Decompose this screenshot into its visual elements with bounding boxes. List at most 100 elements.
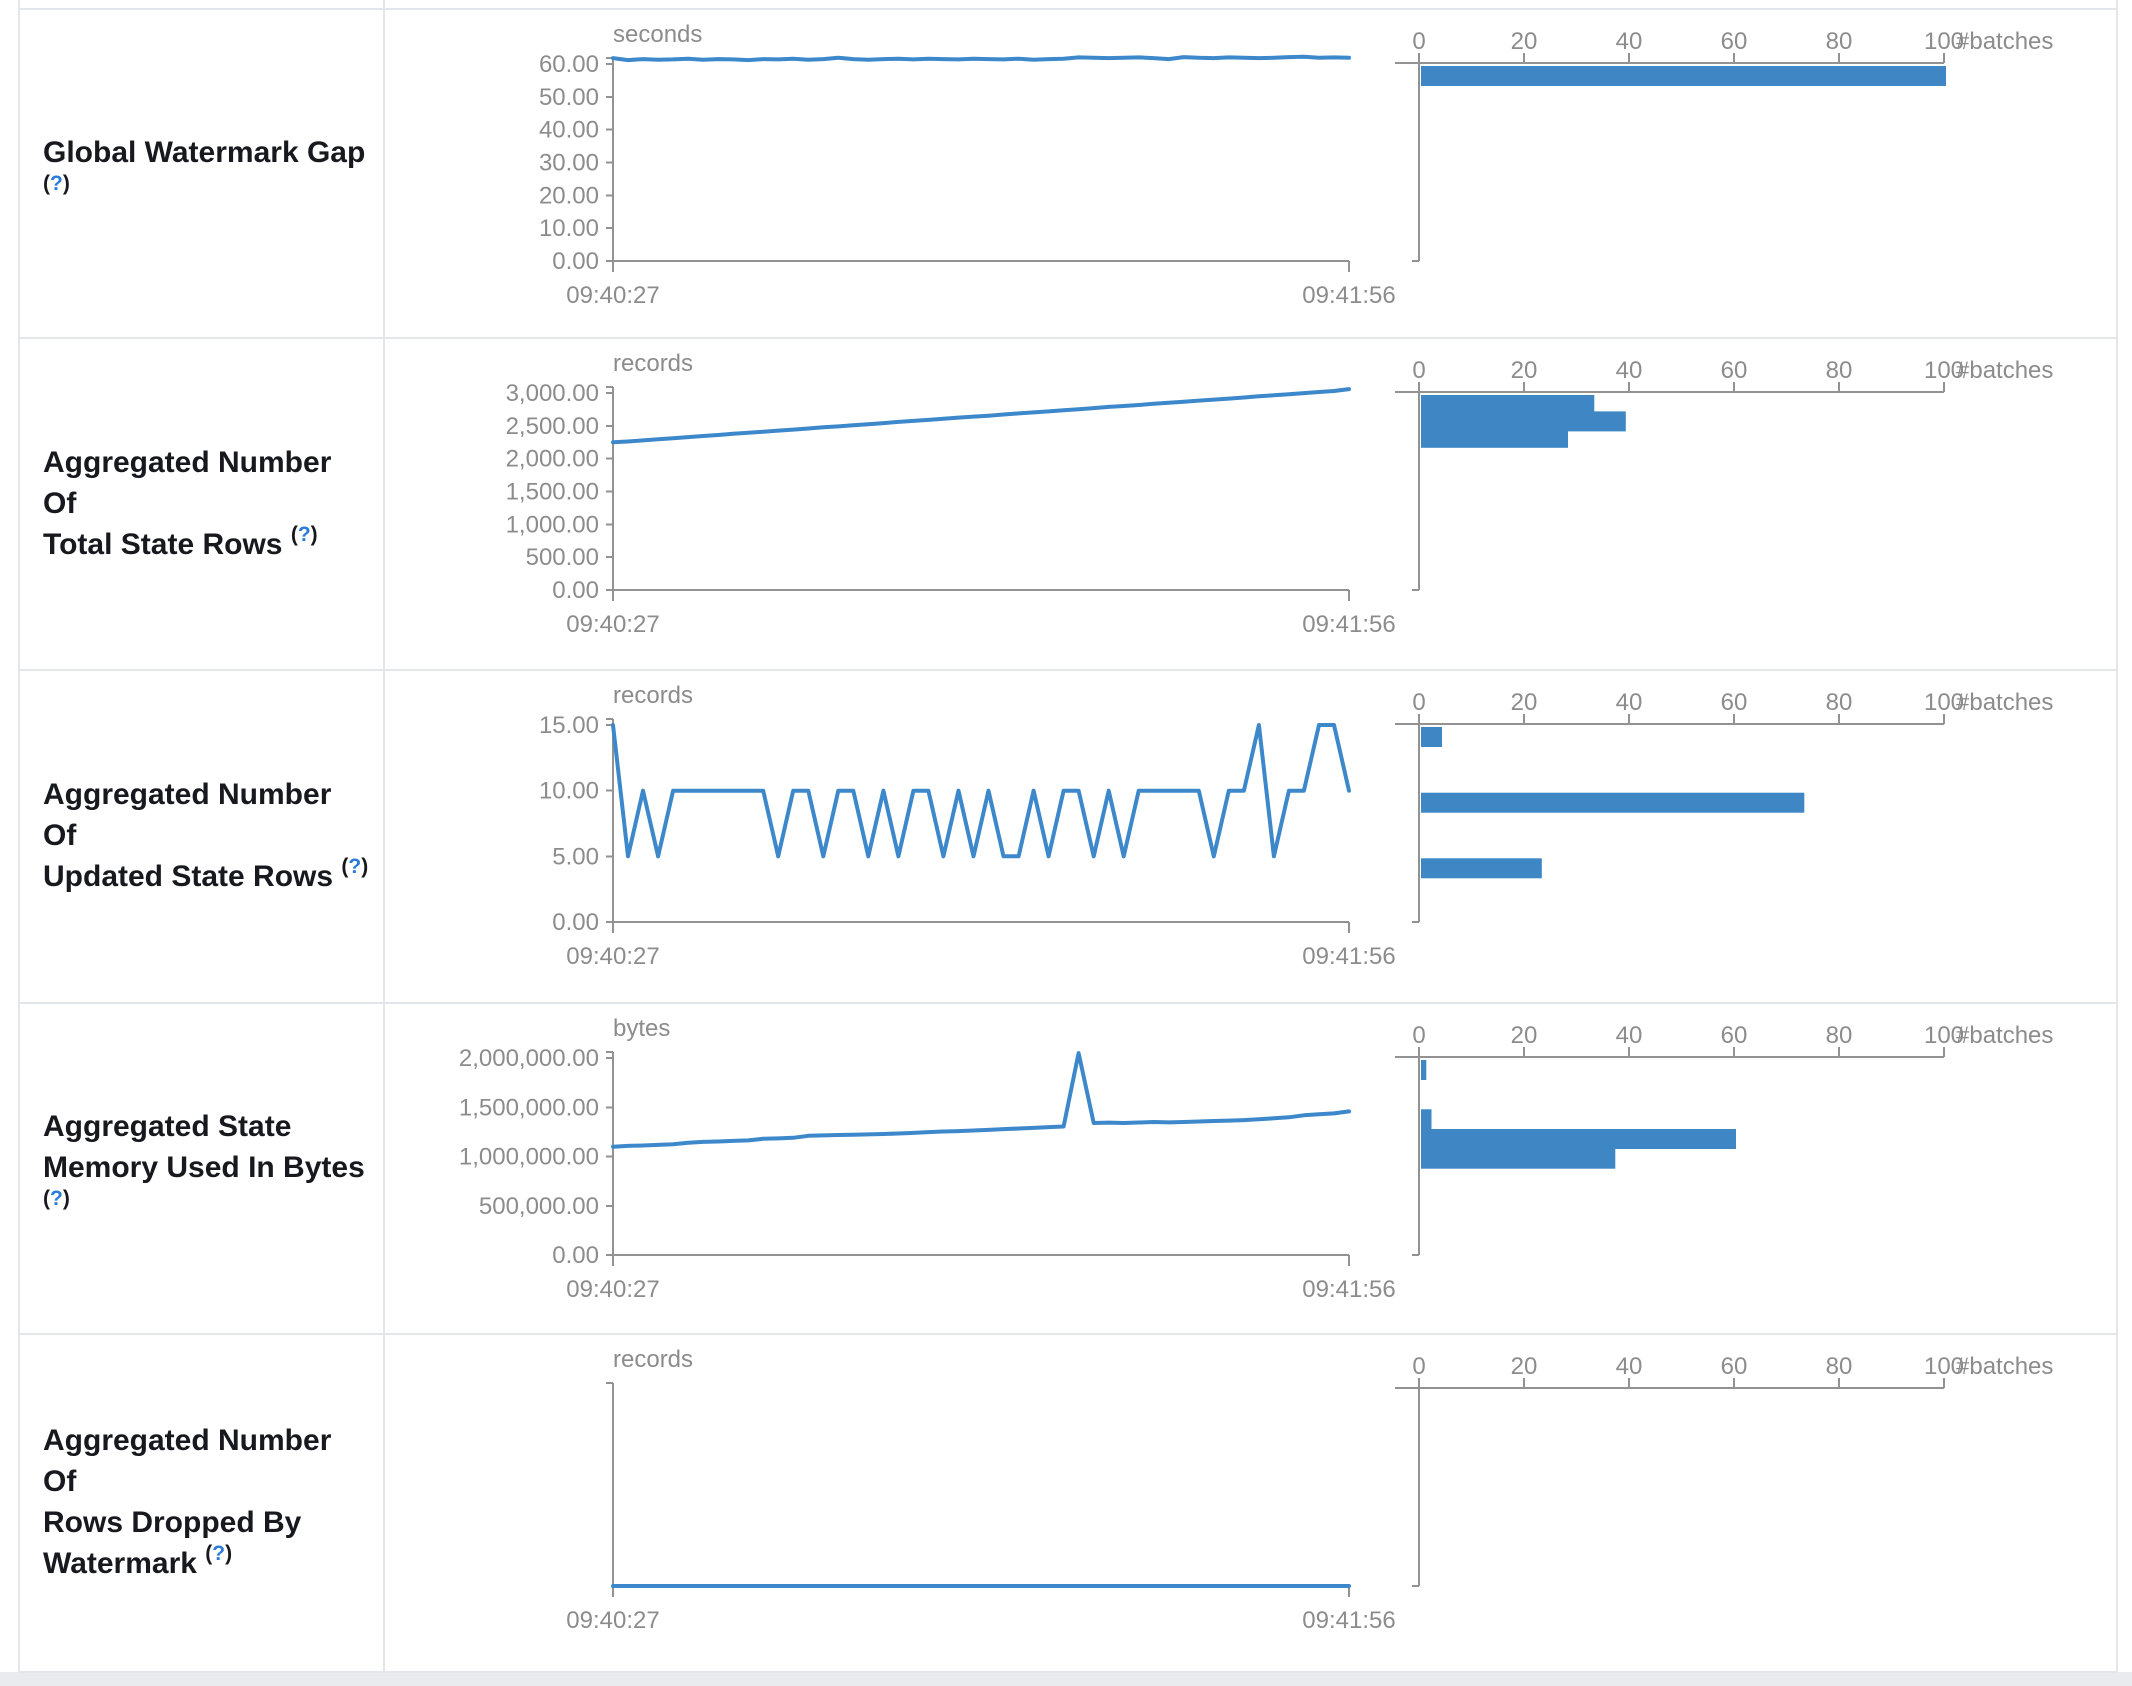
y-tick-label: 2,000.00 [506, 446, 599, 473]
timeline-chart: records 15.00 10.00 5.00 0.00 09:40:27 09:41:5… [539, 682, 1396, 970]
x-end-label: 09:41:56 [1302, 943, 1395, 970]
histogram-bar [1421, 427, 1568, 448]
x-end-label: 09:41:56 [1302, 611, 1395, 638]
histogram-bar [1421, 792, 1805, 813]
y-tick-label: 3,000.00 [506, 380, 599, 407]
histogram-tick-label: 80 [1826, 1022, 1853, 1049]
y-tick-label: 500.00 [526, 544, 599, 571]
x-end-label: 09:41:56 [1302, 1607, 1395, 1634]
y-tick-label: 5.00 [552, 843, 599, 870]
y-tick-label: 500,000.00 [479, 1193, 599, 1220]
metric-label-line: (?) [43, 1188, 369, 1229]
histogram-tick-label: 100 [1924, 689, 1964, 716]
y-tick-label: 15.00 [539, 712, 599, 739]
histogram-tick-label: 80 [1826, 28, 1853, 55]
timeline-series-line [611, 54, 1351, 63]
table-row-2: Aggregated Number Of Total State Rows (?)… [18, 337, 2118, 669]
histogram-tick-label: 20 [1511, 28, 1538, 55]
y-tick-label: 60.00 [539, 51, 599, 78]
metric-label-line: Aggregated Number Of [43, 1424, 332, 1498]
x-start-label: 09:40:27 [566, 943, 659, 970]
y-tick-label: 10.00 [539, 215, 599, 242]
table-border [2116, 0, 2118, 1671]
table-row-1: Global Watermark Gap (?) seconds 60.00 50.0… [18, 8, 2118, 337]
histogram-tick-label: 60 [1721, 28, 1748, 55]
metric-charts: bytes 2,000,000.00 1,500,000.00 1,000,000.0… [459, 1015, 2054, 1303]
histogram-chart: 0 20 40 60 80 100#batches [1395, 689, 2053, 923]
histogram-tick-label: 20 [1511, 1022, 1538, 1049]
metric-label-line: Total State Rows (?) [43, 522, 318, 561]
histogram-tick-label: 20 [1511, 1353, 1538, 1380]
metric-label: Aggregated Number Of Total State Rows (?) [43, 442, 369, 565]
histogram-chart: 0 20 40 60 80 100#batches [1395, 1353, 2053, 1587]
histogram-bar [1421, 66, 1946, 86]
metric-label-line: Memory Used In Bytes [43, 1151, 365, 1184]
histogram-tick-label: 100 [1924, 1022, 1964, 1049]
histogram-bar [1421, 858, 1542, 879]
metric-label-line: Updated State Rows (?) [43, 855, 369, 893]
x-end-label: 09:41:56 [1302, 1276, 1395, 1303]
help-tooltip: (?) [43, 171, 70, 195]
y-tick-label: 1,500,000.00 [459, 1094, 599, 1121]
histogram-tick-label: 0 [1412, 1022, 1425, 1049]
metric-charts: records 3,000.00 2,500.00 2,000.00 1,500.00 1… [506, 350, 2054, 638]
histogram-bar [1421, 1129, 1736, 1149]
help-tooltip: (?) [205, 1542, 233, 1565]
x-end-label: 09:41:56 [1302, 282, 1395, 309]
batches-axis-label: #batches [1956, 28, 2053, 55]
metric-label-cell: Aggregated State Memory Used In Bytes (?) [18, 1002, 383, 1333]
histogram-tick-label: 0 [1412, 357, 1425, 384]
metric-label-line: Rows Dropped By [43, 1506, 302, 1539]
histogram-tick-label: 40 [1616, 1353, 1643, 1380]
histogram-bar [1421, 411, 1626, 432]
histogram-bar [1421, 727, 1442, 747]
help-tooltip: (?) [290, 522, 318, 546]
help-tooltip-link[interactable]: ? [50, 171, 63, 195]
timeline-chart: records 09:40:27 09:41:56 [566, 1346, 1395, 1634]
histogram-tick-label: 60 [1721, 1022, 1748, 1049]
y-tick-label: 0.00 [552, 909, 599, 936]
y-tick-label: 30.00 [539, 150, 599, 177]
histogram-tick-label: 100 [1924, 357, 1964, 384]
help-tooltip-link[interactable]: ? [50, 1187, 63, 1210]
histogram-chart: 0 20 40 60 80 100#batches [1395, 28, 2053, 262]
histogram-tick-label: 20 [1511, 689, 1538, 716]
metric-label: Aggregated Number Of Updated State Rows (… [43, 774, 369, 897]
metric-label-cell: Aggregated Number Of Updated State Rows (… [18, 669, 383, 1002]
histogram-bar [1421, 1109, 1432, 1130]
help-tooltip-link[interactable]: ? [348, 855, 362, 878]
y-tick-label: 40.00 [539, 117, 599, 144]
y-tick-label: 2,500.00 [506, 413, 599, 440]
metric-label: Aggregated Number Of Rows Dropped By Water… [43, 1420, 369, 1584]
table-row-5: Aggregated Number Of Rows Dropped By Water… [18, 1333, 2118, 1671]
help-tooltip-link[interactable]: ? [297, 522, 311, 546]
help-tooltip-link[interactable]: ? [212, 1542, 226, 1565]
timeline-chart: seconds 60.00 50.00 40.00 30.00 20.00 10.00 0.0… [539, 21, 1396, 309]
histogram-tick-label: 40 [1616, 357, 1643, 384]
histogram-tick-label: 40 [1616, 1022, 1643, 1049]
metric-charts: records 09:40:27 09:41:56 0 20 40 60 80 100#batc… [566, 1346, 2053, 1634]
unit-label: records [613, 682, 693, 709]
table-border [383, 0, 385, 1671]
metric-label-line: Global Watermark Gap [43, 135, 366, 169]
timeline-series-line [611, 1051, 1351, 1149]
histogram-tick-label: 0 [1412, 1353, 1425, 1380]
metric-label-line: Aggregated State [43, 1110, 292, 1143]
timeline-chart: records 3,000.00 2,500.00 2,000.00 1,500.00 1… [506, 350, 1396, 638]
page-background-strip [0, 1672, 2132, 1686]
y-tick-label: 20.00 [539, 182, 599, 209]
metric-label: Global Watermark Gap (?) [43, 132, 369, 214]
histogram-bar [1421, 1060, 1427, 1080]
table-border [18, 337, 2118, 339]
x-start-label: 09:40:27 [566, 611, 659, 638]
timeline-series-line [611, 387, 1351, 445]
histogram-tick-label: 100 [1924, 1353, 1964, 1380]
y-tick-label: 1,000.00 [506, 511, 599, 538]
histogram-tick-label: 100 [1924, 28, 1964, 55]
metric-label-line: (?) [43, 173, 369, 214]
table-border [18, 1671, 2118, 1673]
y-tick-label: 1,500.00 [506, 479, 599, 506]
metric-label-line: Aggregated Number Of [43, 778, 332, 852]
metric-label-cell: Aggregated Number Of Rows Dropped By Water… [18, 1333, 383, 1671]
histogram-tick-label: 60 [1721, 689, 1748, 716]
